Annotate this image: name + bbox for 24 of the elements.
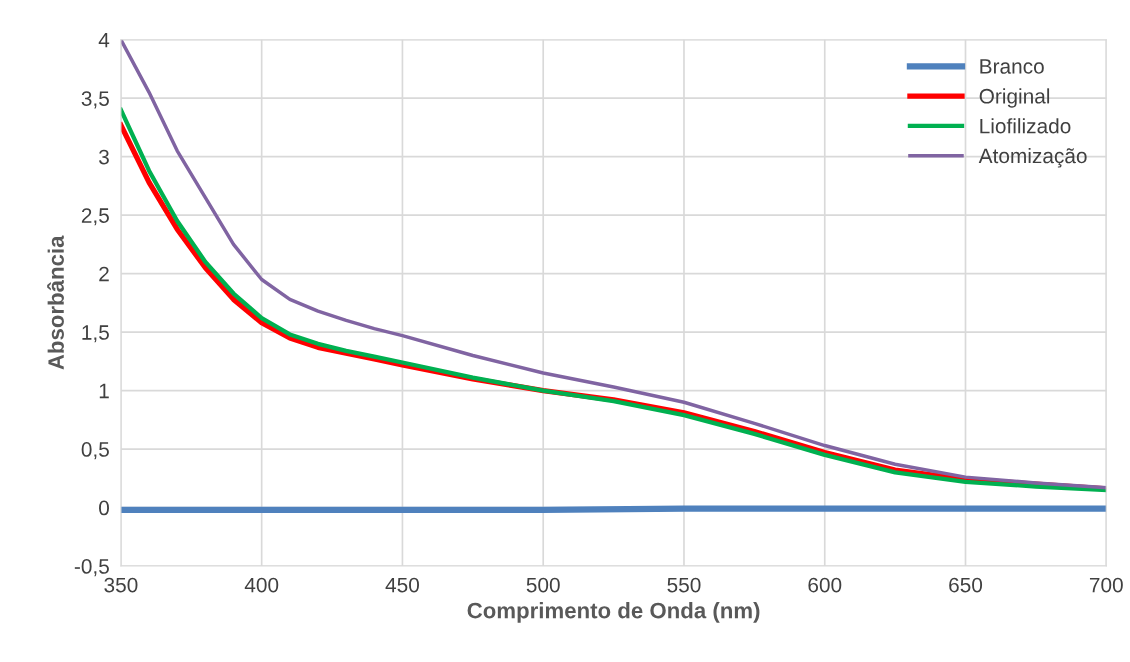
y-tick-label: 3,5 [81,91,109,109]
legend-label: Original [979,88,1050,108]
x-tick-label: 500 [526,577,560,593]
x-tick-label: 450 [385,577,420,593]
x-tick-label: 550 [667,577,701,593]
y-tick-label: -0,5 [74,559,109,577]
y-axis-title: Absorbância [47,235,64,370]
x-tick-label: 600 [808,577,842,593]
x-tick-label: 700 [1089,577,1123,593]
x-tick-label: 350 [104,577,138,593]
y-tick-label: 0 [99,500,109,516]
y-tick-label: 2 [99,266,109,282]
y-tick-label: 0,5 [81,442,109,460]
x-tick-label: 400 [244,577,279,593]
legend-label: Atomização [978,147,1087,168]
y-tick-label: 3 [99,149,109,165]
legend-label: Liofilizado [980,118,1071,134]
legend-label: Branco [980,59,1044,74]
y-tick-label: 4 [98,32,110,48]
y-tick-label: 1,5 [82,325,109,343]
y-tick-label: 1 [99,383,109,399]
x-axis-title: Comprimento de Onda (nm) [467,602,760,623]
x-tick-label: 650 [949,577,983,593]
y-tick-label: 2,5 [81,208,109,226]
